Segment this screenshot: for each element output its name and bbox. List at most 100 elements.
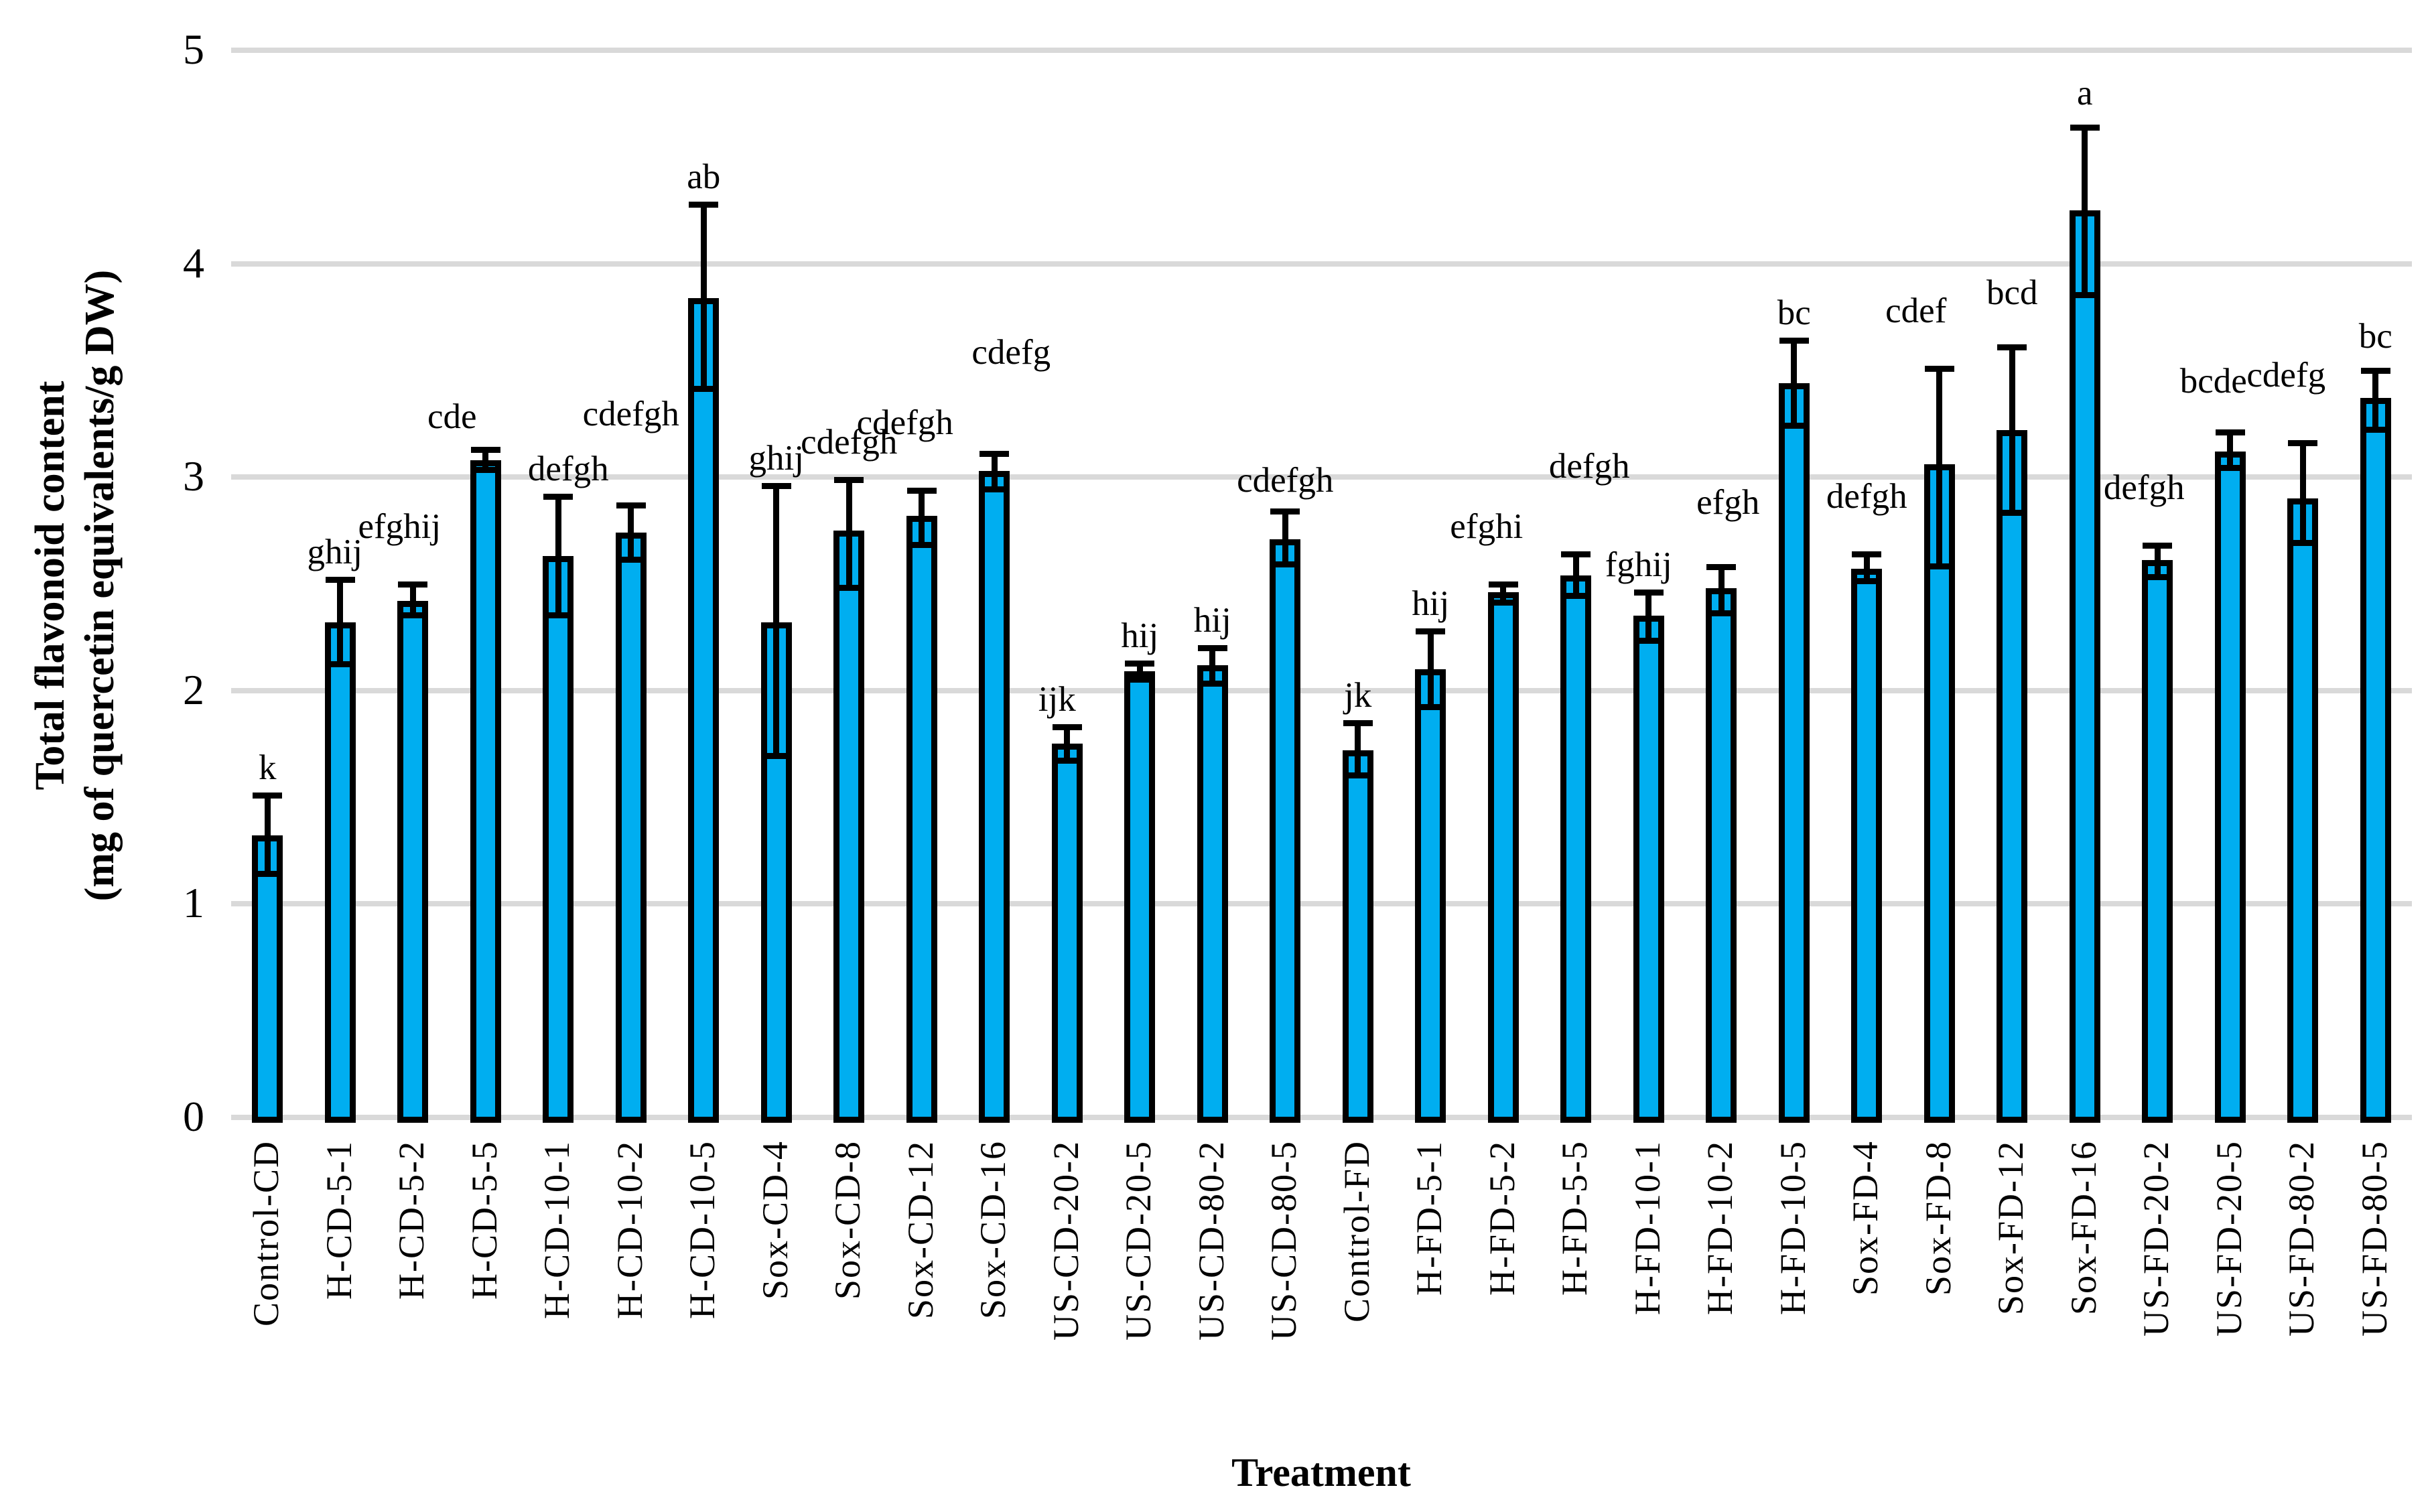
error-bar-cap-bottom <box>1488 599 1518 606</box>
error-bar-cap-top <box>1125 660 1155 667</box>
bar <box>833 530 865 1123</box>
error-bar <box>628 506 634 559</box>
error-bar-cap-bottom <box>2288 539 2318 546</box>
error-bar <box>2154 547 2161 575</box>
error-bar-cap-top <box>834 476 864 483</box>
error-bar-cap-bottom <box>834 584 864 591</box>
bar <box>1197 665 1228 1123</box>
x-tick-label: H-CD-10-1 <box>537 1140 578 1319</box>
x-tick-label: Control-CD <box>246 1140 287 1327</box>
significance-letter: efgh <box>1696 483 1760 523</box>
error-bar-cap-bottom <box>1343 772 1373 779</box>
error-bar-cap-bottom <box>2360 426 2390 433</box>
bar <box>1487 592 1519 1123</box>
error-bar-cap-top <box>398 581 428 588</box>
error-bar-cap-bottom <box>2215 465 2245 472</box>
bar <box>2069 210 2100 1123</box>
y-axis-title: Total flavonoid content (mg of quercetin… <box>25 16 125 1155</box>
error-bar-cap-bottom <box>1997 510 2027 517</box>
y-tick-label: 1 <box>183 879 204 927</box>
error-bar <box>1282 513 1288 563</box>
error-bar-cap-bottom <box>906 541 937 548</box>
bar <box>470 460 501 1123</box>
error-bar <box>2082 129 2088 294</box>
error-bar-cap-bottom <box>1633 638 1664 644</box>
x-tick-label: US-CD-20-5 <box>1118 1140 1159 1341</box>
error-bar <box>2299 445 2306 541</box>
error-bar-cap-bottom <box>616 557 646 563</box>
error-bar <box>2009 349 2015 512</box>
error-bar-cap-bottom <box>979 486 1010 493</box>
error-bar <box>1136 665 1143 678</box>
error-bar-cap-top <box>543 494 573 500</box>
error-bar-cap-bottom <box>689 386 719 393</box>
error-bar <box>1064 729 1071 759</box>
error-bar-cap-top <box>253 793 283 799</box>
bar <box>1270 539 1301 1123</box>
error-bar <box>1936 370 1943 565</box>
x-tick-label: Sox-FD-8 <box>1917 1140 1958 1296</box>
error-bar <box>337 581 344 663</box>
error-bar-cap-top <box>1706 564 1737 571</box>
error-bar <box>2227 434 2234 467</box>
error-bar-cap-bottom <box>1706 610 1737 616</box>
error-bar <box>482 451 489 469</box>
error-bar-cap-top <box>470 446 500 453</box>
x-tick-label: H-CD-10-2 <box>609 1140 650 1319</box>
y-axis-title-line2: (mg of quercetin equivalents/g DW) <box>77 269 123 902</box>
error-bar-cap-top <box>1633 590 1664 596</box>
bar <box>1706 588 1737 1123</box>
significance-letter: ghij <box>748 439 804 478</box>
error-bar <box>2372 372 2379 428</box>
error-bar-cap-bottom <box>325 661 355 668</box>
error-bar-cap-bottom <box>1416 704 1446 711</box>
x-tick-label: Sox-CD-4 <box>754 1140 795 1300</box>
bar <box>2360 398 2391 1123</box>
error-bar-cap-bottom <box>1779 422 1809 429</box>
significance-letter: ghij <box>307 533 362 572</box>
x-tick-label: H-FD-10-1 <box>1627 1140 1668 1315</box>
significance-letter: ijk <box>1038 680 1076 719</box>
error-bar-cap-top <box>761 483 791 490</box>
x-tick-label: H-FD-10-5 <box>1772 1140 1813 1315</box>
x-tick-label: US-FD-20-2 <box>2136 1140 2177 1337</box>
significance-letter: bc <box>2358 317 2392 356</box>
error-bar <box>1863 556 1870 580</box>
error-bar <box>555 498 561 614</box>
error-bar-cap-bottom <box>1270 561 1300 567</box>
error-bar-cap-top <box>1997 344 2027 351</box>
error-bar-cap-bottom <box>2070 292 2100 299</box>
error-bar-cap-top <box>616 502 646 508</box>
x-tick-label: H-FD-5-2 <box>1481 1140 1522 1296</box>
bar <box>1415 669 1446 1123</box>
error-bar-cap-bottom <box>1852 578 1882 585</box>
gridline-y5 <box>231 48 2412 53</box>
error-bar <box>700 206 707 388</box>
y-tick-label: 5 <box>183 25 204 73</box>
error-bar-cap-bottom <box>1924 563 1954 569</box>
x-tick-label: US-CD-80-5 <box>1264 1140 1304 1341</box>
error-bar-cap-top <box>2288 440 2318 447</box>
x-tick-label: Sox-CD-16 <box>973 1140 1014 1320</box>
error-bar <box>409 586 416 614</box>
significance-letter: cdefgh <box>801 422 898 462</box>
x-tick-label: H-FD-5-1 <box>1409 1140 1450 1296</box>
error-bar-cap-bottom <box>1197 681 1227 687</box>
error-bar <box>991 456 998 488</box>
bar <box>1124 671 1156 1123</box>
significance-letter: cdefg <box>971 333 1051 372</box>
error-bar-cap-bottom <box>253 870 283 877</box>
significance-letter: jk <box>1344 675 1372 715</box>
y-tick-label: 2 <box>183 665 204 713</box>
x-tick-label: US-CD-20-2 <box>1045 1140 1086 1341</box>
gridline-y4 <box>231 261 2412 267</box>
bar <box>2142 560 2173 1123</box>
error-bar-cap-bottom <box>543 612 573 619</box>
bar <box>906 515 937 1123</box>
x-tick-label: H-FD-5-5 <box>1554 1140 1595 1296</box>
bar <box>1997 430 2028 1123</box>
error-bar-cap-top <box>1488 581 1518 588</box>
x-tick-label: US-FD-80-5 <box>2354 1140 2394 1337</box>
error-bar <box>846 481 852 586</box>
error-bar <box>773 488 780 755</box>
